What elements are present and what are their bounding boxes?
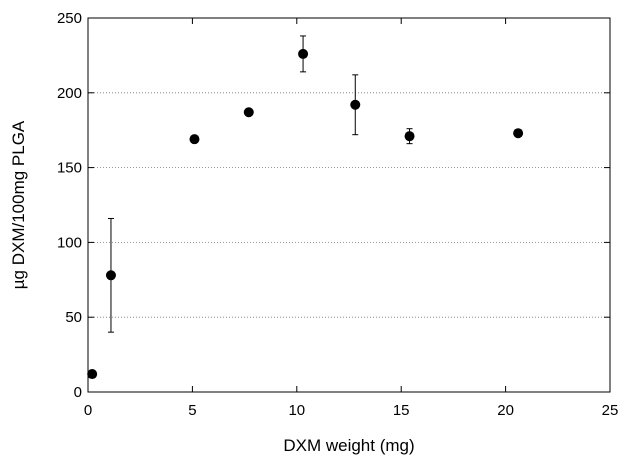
y-tick-label: 50 [65, 309, 82, 326]
data-point [87, 369, 98, 380]
gridlines [88, 92, 610, 318]
x-tick-label: 25 [602, 402, 619, 419]
axis-ticks [87, 17, 611, 393]
x-tick-label: 0 [84, 402, 92, 419]
x-tick-label: 10 [288, 402, 305, 419]
data-point [350, 99, 361, 110]
x-tick-label: 15 [393, 402, 410, 419]
y-tick-label: 250 [57, 10, 82, 27]
data-point [298, 48, 309, 59]
error-bars [107, 35, 413, 333]
y-tick-label: 200 [57, 85, 82, 102]
x-axis-label: DXM weight (mg) [283, 436, 414, 455]
data-points [87, 48, 524, 380]
y-tick-label: 0 [74, 384, 82, 401]
data-point [105, 270, 116, 281]
data-point [189, 134, 200, 145]
tick-labels: 0 50 100 150 200 250 0 5 10 15 20 25 [57, 10, 618, 419]
plot-frame [87, 17, 611, 393]
data-point [243, 107, 254, 118]
y-tick-label: 100 [57, 234, 82, 251]
data-point [404, 131, 415, 142]
data-point [513, 128, 524, 139]
x-tick-label: 20 [497, 402, 514, 419]
x-tick-label: 5 [188, 402, 196, 419]
y-axis-label: µg DXM/100mg PLGA [9, 120, 28, 289]
y-tick-label: 150 [57, 160, 82, 177]
